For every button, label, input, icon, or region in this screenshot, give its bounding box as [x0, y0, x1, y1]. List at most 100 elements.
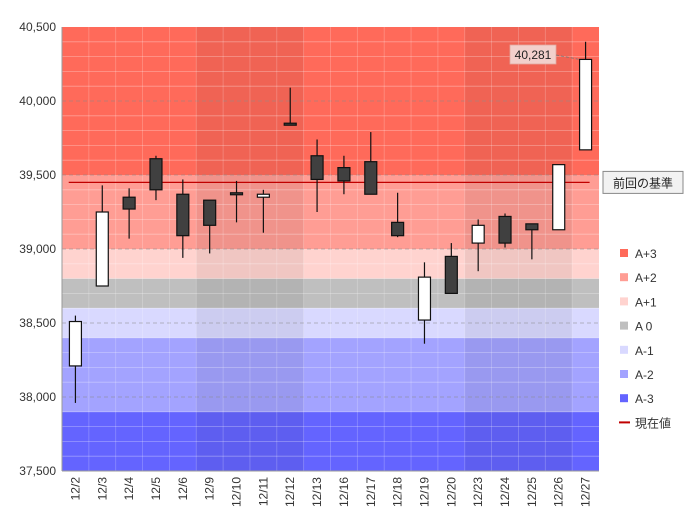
legend-label: A+2: [635, 271, 657, 285]
candle-12/27: [578, 41, 593, 151]
x-tick-label: 12/2: [68, 477, 82, 501]
candle-body: [364, 161, 378, 195]
reference-label-box: [602, 170, 684, 194]
band-Aminus3: [62, 411, 599, 471]
x-tick-label: 12/24: [498, 477, 512, 507]
legend-swatch: [620, 273, 628, 282]
y-tick-label: 39,000: [19, 242, 56, 256]
y-tick-label: 37,500: [19, 464, 56, 478]
legend-item-Aminus3: A-3: [620, 392, 654, 406]
legend-item-Aplus1: A+1: [620, 295, 657, 309]
candle-12/13: [310, 139, 324, 212]
candle-body: [122, 196, 136, 210]
current-value-label: 40,281: [515, 48, 552, 62]
legend-item-A0: A 0: [620, 320, 653, 334]
legend-swatch: [620, 297, 628, 306]
x-tick-labels: 12/2 12/3 12/4 12/5 12/6 12/9 12/10 12/11 12/12 1…: [68, 477, 592, 507]
legend-swatch: [620, 249, 628, 257]
x-tick-label: 12/17: [364, 477, 378, 507]
candle-body: [391, 221, 405, 237]
x-tick-label: 12/6: [176, 477, 190, 501]
candle-body: [256, 193, 270, 198]
current-value-leader: [555, 54, 580, 60]
current-value-box: [509, 44, 557, 65]
x-tick-label: 12/9: [203, 477, 217, 501]
y-tick-label: 38,500: [19, 316, 56, 330]
candle-body: [283, 122, 297, 126]
x-tick-label: 12/19: [417, 477, 431, 507]
x-tick-label: 12/23: [471, 477, 485, 507]
candle-body: [203, 199, 217, 226]
week-shade-0: [196, 27, 304, 471]
candle-12/19: [417, 262, 432, 344]
candle-body: [68, 320, 83, 367]
candle-12/18: [391, 192, 405, 238]
legend-item-現在値: 現在値: [619, 415, 671, 430]
x-tick-label: 12/26: [552, 477, 566, 507]
legend: A+3 A+2 A+1 A 0 A-1 A-2 A-3 現在値: [619, 247, 671, 430]
candle-12/25: [525, 223, 539, 260]
legend-swatch: [620, 370, 628, 378]
candle-body: [95, 211, 109, 287]
y-tick-label: 40,500: [19, 20, 56, 34]
vertical-gridlines: [88, 27, 573, 471]
x-tick-label: 12/5: [149, 477, 163, 501]
candle-body: [471, 224, 485, 244]
reference-label: 前回の基準: [613, 175, 673, 190]
reference-label-callout: 前回の基準: [602, 170, 684, 194]
current-value-callout: 40,281: [509, 44, 580, 65]
candle-12/6: [176, 179, 190, 258]
candle-12/5: [149, 155, 163, 201]
x-tick-label: 12/25: [525, 477, 539, 507]
legend-item-Aplus2: A+2: [620, 271, 657, 285]
x-tick-label: 12/27: [579, 477, 593, 507]
x-tick-label: 12/12: [283, 477, 297, 507]
candle-body: [310, 155, 324, 181]
y-tick-labels: 37,500 38,000 38,500 39,000 39,500 40,000 40,5…: [19, 20, 56, 478]
candle-12/9: [203, 199, 217, 254]
legend-label: A+3: [635, 247, 657, 261]
candle-body: [229, 192, 244, 196]
x-tick-label: 12/4: [122, 477, 136, 501]
x-tick-label: 12/13: [310, 477, 324, 507]
candle-body: [176, 193, 190, 237]
candle-12/12: [283, 87, 297, 126]
legend-label: A-1: [635, 344, 654, 358]
candle-12/3: [95, 185, 109, 287]
candles: [68, 41, 593, 403]
candle-12/26: [552, 164, 566, 231]
legend-item-Aminus1: A-1: [620, 344, 654, 358]
candle-12/23: [471, 219, 485, 272]
legend-label: A+1: [635, 295, 657, 309]
legend-swatch: [620, 394, 628, 403]
x-tick-label: 12/3: [95, 477, 109, 501]
y-tick-label: 40,000: [19, 94, 56, 108]
legend-label: A 0: [635, 320, 653, 334]
candle-body: [525, 223, 539, 231]
candle-body: [149, 158, 163, 191]
candle-body: [337, 167, 351, 182]
candle-12/17: [364, 132, 378, 195]
candle-body: [444, 255, 458, 294]
candle-body: [578, 58, 593, 151]
legend-swatch: [620, 345, 628, 354]
candle-12/4: [122, 188, 136, 239]
candle-body: [552, 164, 566, 231]
legend-label: A-3: [635, 392, 654, 406]
legend-swatch: [620, 321, 628, 330]
band-Aminus2: [62, 337, 599, 412]
axes: [61, 27, 599, 472]
candle-12/16: [337, 155, 351, 195]
y-tick-label: 39,500: [19, 168, 56, 182]
major-gridlines: [62, 100, 599, 398]
band-Aplus1: [62, 249, 599, 279]
x-tick-label: 12/18: [391, 477, 405, 507]
candle-12/2: [68, 315, 83, 403]
candle-body: [498, 215, 512, 244]
band-A0: [62, 278, 599, 309]
legend-label: A-2: [635, 368, 654, 382]
x-tick-label: 12/20: [444, 477, 458, 507]
y-tick-label: 38,000: [19, 390, 56, 404]
